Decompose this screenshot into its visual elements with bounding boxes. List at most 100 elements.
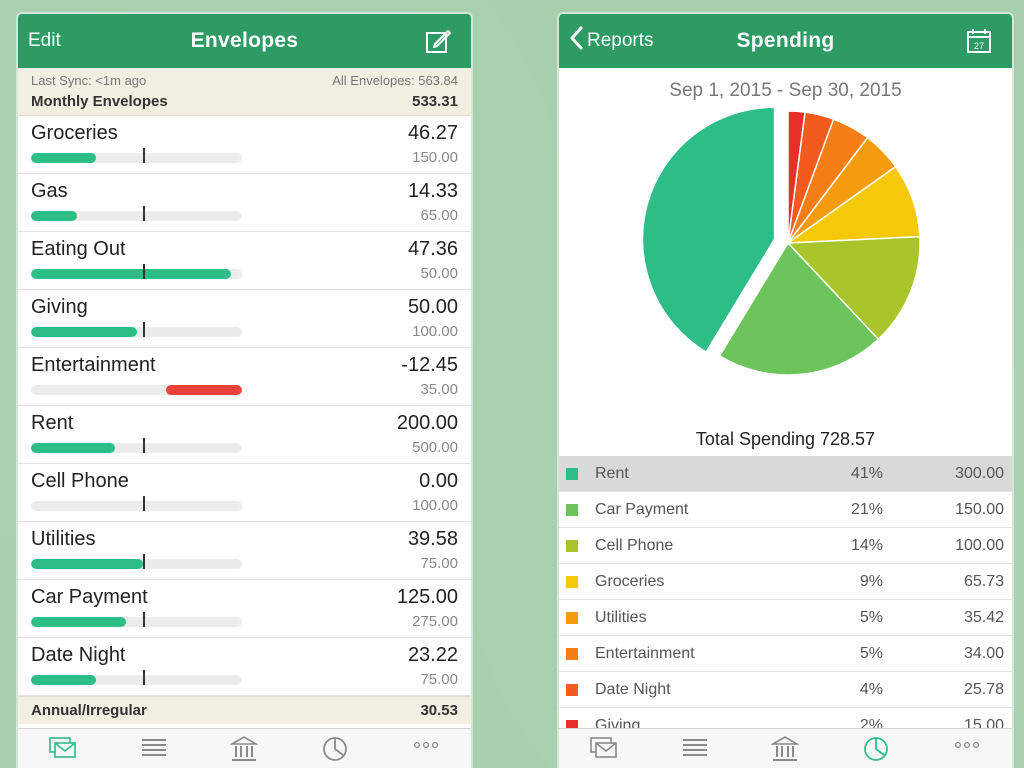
- envelope-time-marker: [143, 496, 145, 511]
- pie-slice-rent[interactable]: [641, 106, 776, 354]
- envelope-amount: -12.45: [401, 354, 458, 376]
- envelope-row[interactable]: Eating Out 47.36 50.00: [18, 232, 471, 290]
- envelope-list: Groceries 46.27 150.00 Gas 14.33 65.00 Eating …: [18, 116, 471, 696]
- monthly-envelopes-total: 533.31: [412, 93, 458, 110]
- envelope-name: Gas: [31, 180, 68, 202]
- envelope-budget: 100.00: [412, 497, 458, 514]
- legend-category: Groceries: [595, 573, 665, 590]
- envelope-progress-fill: [31, 327, 137, 337]
- envelope-amount: 47.36: [407, 238, 458, 260]
- envelope-progress-fill: [31, 559, 143, 569]
- bank-icon[interactable]: [765, 735, 805, 765]
- back-label: Reports: [587, 30, 654, 51]
- calendar-icon[interactable]: 27: [964, 26, 994, 56]
- monthly-envelopes-label: Monthly Envelopes: [31, 93, 168, 110]
- pie-slice-car-payment[interactable]: [718, 241, 880, 376]
- legend-row[interactable]: Car Payment 21% 150.00: [559, 492, 1012, 528]
- envelope-progress-bar: [31, 617, 242, 627]
- envelope-progress-bar: [31, 443, 242, 453]
- legend-percent: 5%: [859, 609, 883, 626]
- envelope-amount: 125.00: [396, 586, 458, 608]
- bank-icon[interactable]: [224, 735, 264, 765]
- legend-swatch: [566, 576, 578, 588]
- page-title: Envelopes: [190, 29, 299, 52]
- envelope-progress-bar: [31, 675, 242, 685]
- legend-row[interactable]: Rent 41% 300.00: [559, 456, 1012, 492]
- legend-amount: 25.78: [963, 681, 1004, 698]
- more-icon[interactable]: [406, 735, 446, 765]
- envelope-time-marker: [143, 264, 145, 279]
- calendar-day: 27: [974, 41, 984, 51]
- list-icon[interactable]: [134, 735, 174, 765]
- envelope-progress-bar: [31, 269, 242, 279]
- more-icon[interactable]: [947, 735, 987, 765]
- envelope-name: Groceries: [31, 122, 118, 144]
- envelope-row[interactable]: Date Night 23.22 75.00: [18, 638, 471, 696]
- envelope-progress-bar: [31, 501, 242, 511]
- legend-category: Date Night: [595, 681, 671, 698]
- legend-percent: 9%: [859, 573, 883, 590]
- envelope-time-marker: [143, 670, 145, 685]
- legend-swatch: [566, 612, 578, 624]
- envelope-progress-bar: [31, 559, 242, 569]
- legend-row[interactable]: Date Night 4% 25.78: [559, 672, 1012, 708]
- envelope-progress-bar: [31, 153, 242, 163]
- annual-irregular-total: 30.53: [420, 702, 458, 719]
- envelope-progress-fill: [31, 675, 97, 685]
- legend-category: Car Payment: [595, 501, 689, 518]
- tab-bar: [18, 728, 471, 768]
- envelope-row[interactable]: Groceries 46.27 150.00: [18, 116, 471, 174]
- legend-amount: 35.42: [963, 609, 1004, 626]
- legend-row[interactable]: Entertainment 5% 34.00: [559, 636, 1012, 672]
- envelope-row[interactable]: Cell Phone 0.00 100.00: [18, 464, 471, 522]
- legend-category: Cell Phone: [595, 537, 674, 554]
- last-sync-text: Last Sync: <1m ago: [31, 73, 147, 88]
- compose-icon[interactable]: [423, 26, 453, 56]
- spending-screen: Reports Spending 27 Sep 1, 2015 - Sep 30…: [559, 14, 1012, 768]
- envelope-row[interactable]: Giving 50.00 100.00: [18, 290, 471, 348]
- envelope-row[interactable]: Gas 14.33 65.00: [18, 174, 471, 232]
- envelope-time-marker: [143, 322, 145, 337]
- envelope-amount: 46.27: [407, 122, 458, 144]
- legend-swatch: [566, 540, 578, 552]
- envelope-amount: 200.00: [396, 412, 458, 434]
- list-icon[interactable]: [675, 735, 715, 765]
- spending-navbar: Reports Spending 27: [559, 14, 1012, 68]
- envelope-budget: 275.00: [412, 613, 458, 630]
- envelopes-icon[interactable]: [584, 735, 624, 765]
- reports-icon[interactable]: [315, 735, 355, 765]
- envelope-row[interactable]: Utilities 39.58 75.00: [18, 522, 471, 580]
- envelope-time-marker: [143, 206, 145, 221]
- envelope-row[interactable]: Car Payment 125.00 275.00: [18, 580, 471, 638]
- envelope-time-marker: [143, 554, 145, 569]
- envelope-budget: 75.00: [420, 555, 458, 572]
- envelope-time-marker: [143, 148, 145, 163]
- legend-row[interactable]: Utilities 5% 35.42: [559, 600, 1012, 636]
- legend-swatch: [566, 648, 578, 660]
- envelope-time-marker: [143, 612, 145, 627]
- spending-pie-chart[interactable]: [559, 102, 1012, 422]
- spending-legend: Rent 41% 300.00 Car Payment 21% 150.00 Cell Ph…: [559, 456, 1012, 744]
- envelope-row[interactable]: Entertainment -12.45 35.00: [18, 348, 471, 406]
- legend-percent: 14%: [850, 537, 883, 554]
- envelope-progress-bar: [31, 327, 242, 337]
- legend-amount: 34.00: [963, 645, 1004, 662]
- envelope-progress-fill: [31, 211, 78, 221]
- legend-row[interactable]: Cell Phone 14% 100.00: [559, 528, 1012, 564]
- date-range: Sep 1, 2015 - Sep 30, 2015: [669, 80, 902, 101]
- envelope-budget: 50.00: [420, 265, 458, 282]
- envelopes-navbar: Edit Envelopes: [18, 14, 471, 68]
- back-button[interactable]: Reports: [569, 14, 654, 68]
- edit-button[interactable]: Edit: [28, 30, 61, 51]
- pie-slice-cell-phone[interactable]: [786, 235, 921, 341]
- envelope-row[interactable]: Rent 200.00 500.00: [18, 406, 471, 464]
- legend-swatch: [566, 504, 578, 516]
- legend-percent: 4%: [859, 681, 883, 698]
- legend-row[interactable]: Groceries 9% 65.73: [559, 564, 1012, 600]
- envelope-name: Date Night: [31, 644, 126, 666]
- annual-irregular-label: Annual/Irregular: [31, 702, 147, 719]
- reports-icon[interactable]: [856, 735, 896, 765]
- envelopes-icon[interactable]: [43, 735, 83, 765]
- envelope-time-marker: [143, 438, 145, 453]
- envelope-progress-fill: [31, 443, 116, 453]
